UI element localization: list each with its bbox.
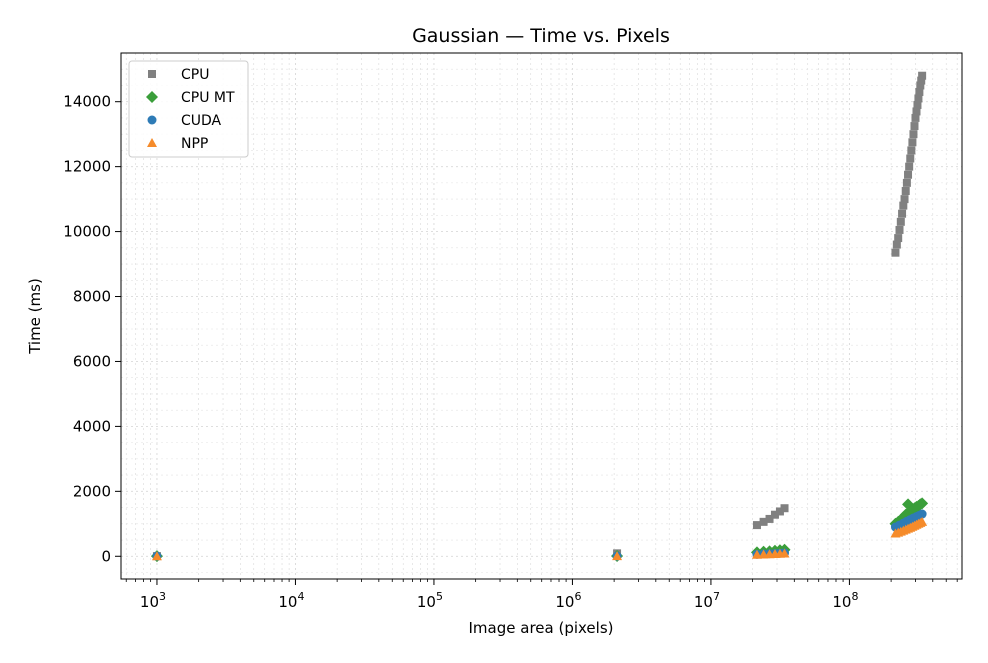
data-point (917, 509, 927, 519)
x-tick-label: 105 (417, 590, 443, 611)
data-point (891, 248, 900, 257)
data-point (752, 521, 761, 530)
data-point (151, 551, 162, 561)
series-npp (151, 516, 928, 561)
legend-marker (147, 115, 157, 125)
x-axis-label: Image area (pixels) (469, 619, 614, 637)
data-point (900, 195, 909, 204)
y-tick-label: 2000 (73, 482, 111, 500)
y-tick-label: 8000 (73, 288, 111, 306)
data-point (775, 507, 784, 516)
x-tick-label-base: 10 (140, 593, 159, 611)
y-tick-label: 14000 (63, 93, 111, 111)
data-point (895, 225, 904, 234)
data-point (916, 81, 925, 90)
x-tick-label-base: 10 (694, 593, 713, 611)
x-tick-label-base: 10 (417, 593, 436, 611)
legend-marker (146, 91, 158, 103)
data-point (904, 170, 913, 179)
x-tick-label-exponent: 5 (436, 590, 443, 603)
x-tick-label-base: 10 (555, 593, 574, 611)
x-tick-label: 103 (140, 590, 166, 611)
y-axis-ticks: 0 2000 4000 6000 8000 10000 12000 14000 (63, 93, 121, 565)
data-point (770, 510, 779, 519)
data-point (906, 154, 915, 163)
x-tick-label-base: 10 (832, 593, 851, 611)
x-tick-label-exponent: 6 (574, 590, 581, 603)
x-tick-label-exponent: 8 (851, 590, 858, 603)
x-axis-ticks: 103 104 105 106 107 108 (125, 579, 958, 611)
legend-label: NPP (181, 136, 208, 152)
x-tick-label: 107 (694, 590, 720, 611)
x-tick-label: 108 (832, 590, 858, 611)
data-point (905, 162, 914, 171)
x-tick-label: 106 (555, 590, 581, 611)
data-point (896, 217, 905, 226)
data-point (914, 94, 923, 103)
x-tick-label-base: 10 (278, 593, 297, 611)
y-tick-label: 12000 (63, 158, 111, 176)
grid (121, 52, 962, 579)
data-point (909, 130, 918, 139)
data-point (780, 504, 789, 513)
y-tick-label: 6000 (73, 352, 111, 370)
data-point (902, 178, 911, 187)
data-point (612, 551, 623, 561)
data-point (901, 186, 910, 195)
y-tick-label: 4000 (73, 417, 111, 435)
data-point (916, 497, 929, 510)
data-point (911, 113, 920, 122)
legend-label: CPU MT (181, 90, 235, 106)
data-point (910, 122, 919, 131)
legend-marker (148, 70, 156, 78)
data-point (917, 76, 926, 85)
plot-points (150, 71, 929, 563)
data-point (912, 107, 921, 116)
data-point (759, 517, 768, 526)
data-point (918, 71, 927, 80)
legend-label: CUDA (181, 113, 222, 129)
y-axis-label: Time (ms) (26, 278, 44, 355)
data-point (894, 234, 903, 243)
data-point (899, 201, 908, 210)
x-tick-label-exponent: 7 (713, 590, 720, 603)
legend-label: CPU (181, 67, 209, 83)
data-point (907, 146, 916, 155)
data-point (765, 514, 774, 523)
data-point (751, 549, 762, 559)
x-tick-label-exponent: 4 (297, 590, 304, 603)
data-point (915, 87, 924, 96)
y-tick-label: 10000 (63, 223, 111, 241)
x-tick-label-exponent: 3 (159, 590, 166, 603)
data-point (779, 548, 790, 558)
data-point (917, 516, 928, 526)
legend-box (128, 60, 249, 158)
chart-title: Gaussian — Time vs. Pixels (412, 25, 670, 47)
y-tick-label: 0 (101, 547, 111, 565)
data-point (913, 100, 922, 109)
legend-marker (147, 138, 157, 147)
data-point (892, 240, 901, 249)
legend: CPU CPU MT CUDA NPP (128, 60, 249, 158)
x-tick-label: 104 (278, 590, 304, 611)
data-point (898, 209, 907, 218)
data-point (908, 138, 917, 147)
